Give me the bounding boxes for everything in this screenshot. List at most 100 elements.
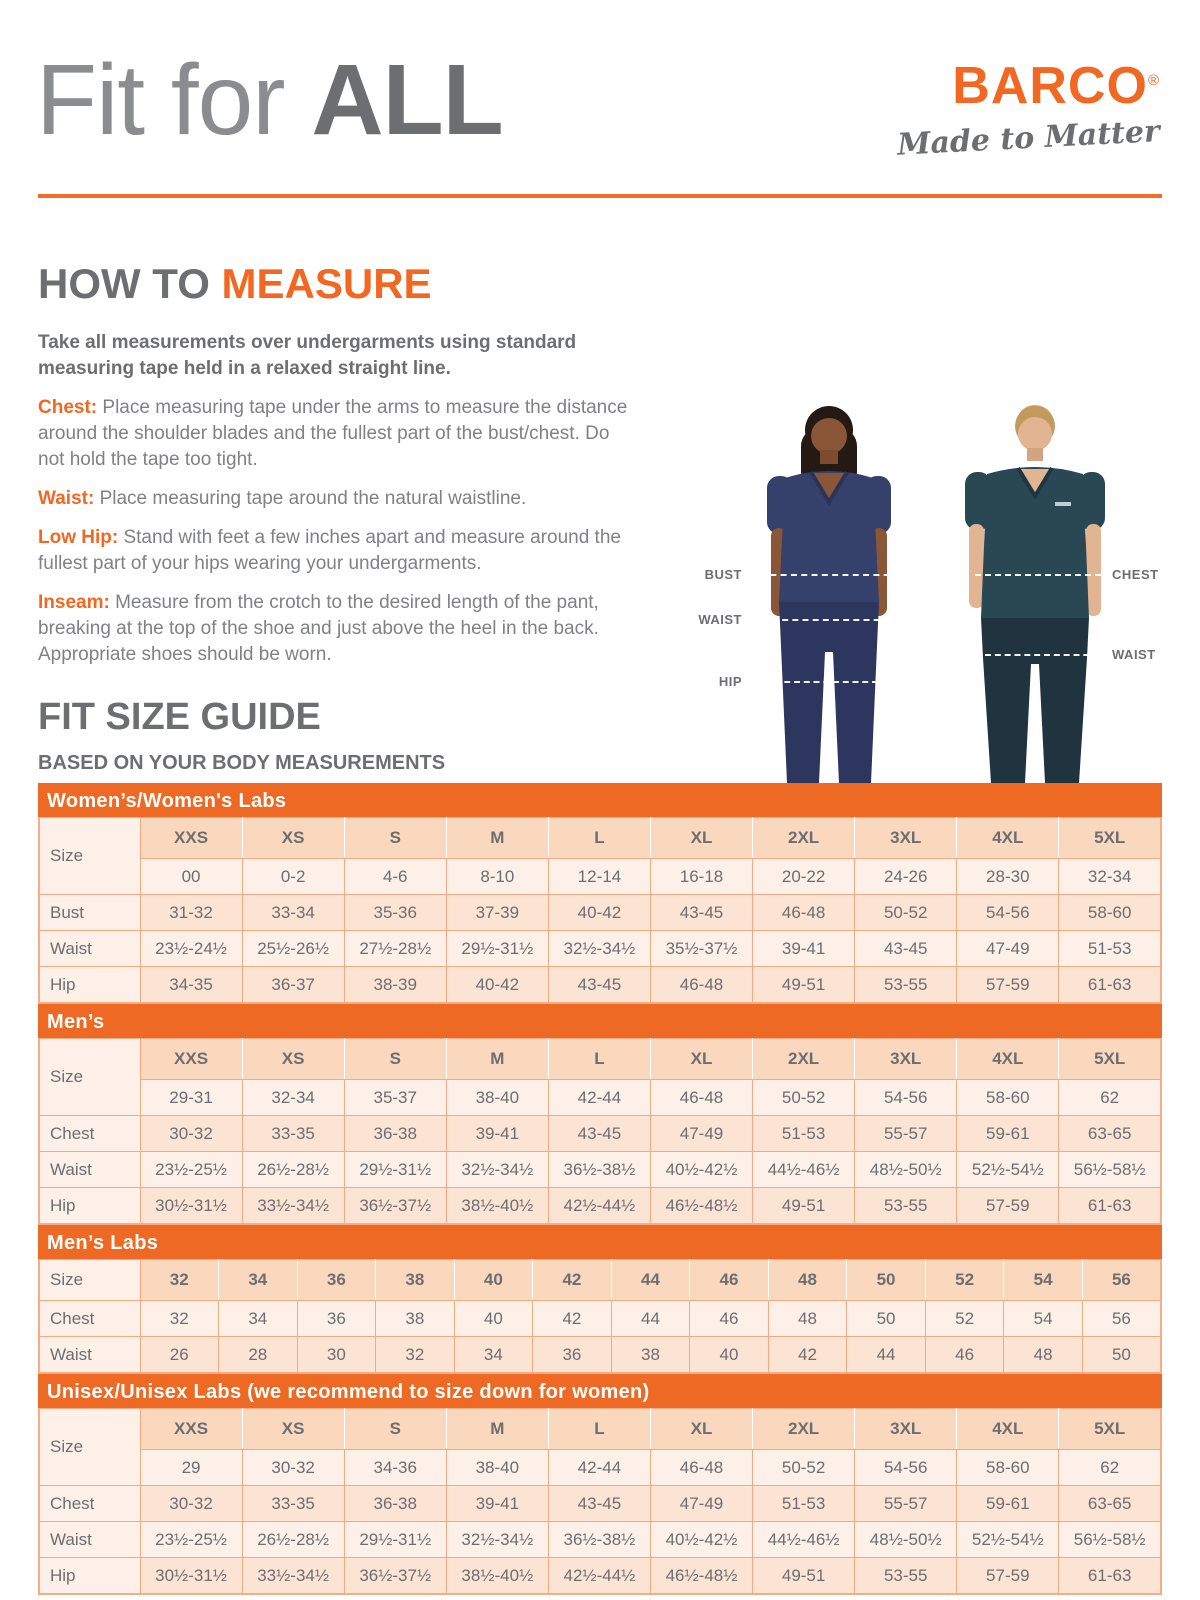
size-value-cell: 50-52 <box>854 894 958 931</box>
chest-measure-line <box>975 574 1101 576</box>
page-title-light: Fit for <box>36 44 312 156</box>
measure-row-label: Waist <box>38 930 141 967</box>
size-value-cell: 44½-46½ <box>752 1521 856 1558</box>
size-value-cell: 32-34 <box>1058 858 1162 895</box>
size-header-cell: 3XL <box>854 1038 958 1080</box>
size-value-cell: 42-44 <box>547 1449 651 1486</box>
size-value-cell: 44½-46½ <box>752 1151 856 1188</box>
size-value-cell: 36-38 <box>343 1115 447 1152</box>
size-header-cell: 46 <box>689 1259 769 1301</box>
size-value-cell: 56½-58½ <box>1058 1151 1162 1188</box>
size-value-cell: 26 <box>139 1336 220 1374</box>
table-section-unisex: Unisex/Unisex Labs (we recommend to size… <box>38 1374 1162 1595</box>
size-value-cell: 57-59 <box>956 1187 1060 1225</box>
size-value-cell: 44 <box>610 1300 691 1337</box>
size-value-cell: 27½-28½ <box>343 930 447 967</box>
waist-measure-line-man <box>985 654 1109 656</box>
table-unisex-grid: Size XXS XS S M L XL 2XL 3XL 4XL 5XL 29 30-32 34-36 38… <box>38 1408 1162 1595</box>
measure-row-label: Waist <box>38 1151 141 1188</box>
size-header-cell: 5XL <box>1058 817 1162 859</box>
size-value-cell: 36½-37½ <box>343 1187 447 1225</box>
size-header-cell: XL <box>649 817 754 859</box>
table-section-mens: Men’s Size XXS XS S M L XL 2XL 3XL 4XL 5XL 29-31 32-… <box>38 1004 1162 1225</box>
size-header-cell: 5XL <box>1058 1408 1162 1450</box>
waist-text: Place measuring tape around the natural … <box>94 488 527 509</box>
man-figure <box>965 405 1105 783</box>
size-header-cell: XXS <box>139 1408 243 1450</box>
size-header-cell: L <box>547 1038 651 1080</box>
size-value-cell: 52½-54½ <box>956 1151 1060 1188</box>
waist-line-label-right: WAIST <box>1112 647 1156 662</box>
size-value-cell: 51-53 <box>752 1485 856 1522</box>
size-header-cell: M <box>445 1408 549 1450</box>
size-value-cell: 55-57 <box>854 1485 958 1522</box>
size-value-cell: 54 <box>1003 1300 1083 1337</box>
table-band-womens: Women’s/Women's Labs <box>38 783 1162 817</box>
size-header-cell: 36 <box>296 1259 377 1301</box>
barco-logo-text: BARCO <box>952 57 1148 115</box>
size-value-cell: 32 <box>139 1300 220 1337</box>
brand-block: BARCO® Made to Matter <box>897 57 1161 163</box>
size-value-cell: 58-60 <box>1058 894 1162 931</box>
size-value-cell: 32½-34½ <box>445 1151 549 1188</box>
size-value-cell: 43-45 <box>854 930 958 967</box>
size-value-cell: 53-55 <box>854 966 958 1004</box>
size-value-cell: 57-59 <box>956 1557 1060 1595</box>
size-value-cell: 51-53 <box>1058 930 1162 967</box>
size-value-cell: 34 <box>453 1336 534 1374</box>
heading-measure: MEASURE <box>221 260 432 307</box>
table-band-mens-labs: Men’s Labs <box>38 1225 1162 1259</box>
size-value-cell: 34-36 <box>343 1449 447 1486</box>
size-value-cell: 39-41 <box>445 1485 549 1522</box>
size-row-label: Size <box>38 1259 141 1301</box>
page-title: Fit for ALL <box>36 50 504 150</box>
size-value-cell: 31-32 <box>139 894 243 931</box>
size-value-cell: 40½-42½ <box>649 1521 754 1558</box>
inseam-text: Measure from the crotch to the desired l… <box>38 592 599 665</box>
size-value-cell: 36½-38½ <box>547 1521 651 1558</box>
table-section-womens: Women’s/Women's Labs Size XXS XS S M L XL 2XL 3X… <box>38 783 1162 1004</box>
measure-row-label: Hip <box>38 966 141 1004</box>
size-value-cell: 00 <box>139 858 243 895</box>
size-header-cell: 2XL <box>752 817 856 859</box>
size-header-cell: L <box>547 1408 651 1450</box>
size-value-cell: 46½-48½ <box>649 1557 754 1595</box>
size-value-cell: 12-14 <box>547 858 651 895</box>
size-value-cell: 37-39 <box>445 894 549 931</box>
size-value-cell: 30½-31½ <box>139 1187 243 1225</box>
size-value-cell: 48 <box>1003 1336 1083 1374</box>
size-value-cell: 36 <box>532 1336 612 1374</box>
size-header-cell: M <box>445 817 549 859</box>
lowhip-label: Low Hip: <box>38 527 119 548</box>
size-value-cell: 48 <box>767 1300 848 1337</box>
size-header-cell: 4XL <box>956 817 1060 859</box>
size-value-cell: 50-52 <box>752 1079 856 1116</box>
size-value-cell: 46-48 <box>649 1449 754 1486</box>
header-divider <box>38 194 1162 198</box>
measure-item-inseam: Inseam: Measure from the crotch to the d… <box>38 590 630 668</box>
size-header-cell: L <box>547 817 651 859</box>
size-value-cell: 43-45 <box>547 1115 651 1152</box>
size-value-cell: 58-60 <box>956 1079 1060 1116</box>
size-value-cell: 26½-28½ <box>241 1151 345 1188</box>
size-value-cell: 55-57 <box>854 1115 958 1152</box>
size-value-cell: 51-53 <box>752 1115 856 1152</box>
registered-mark: ® <box>1147 72 1160 89</box>
size-value-cell: 48½-50½ <box>854 1151 958 1188</box>
size-value-cell: 52½-54½ <box>956 1521 1060 1558</box>
size-value-cell: 42½-44½ <box>547 1187 651 1225</box>
size-header-cell: 3XL <box>854 1408 958 1450</box>
size-value-cell: 43-45 <box>547 966 651 1004</box>
size-header-cell: 32 <box>139 1259 220 1301</box>
size-header-cell: 34 <box>218 1259 298 1301</box>
size-header-cell: 2XL <box>752 1408 856 1450</box>
measure-item-chest: Chest: Place measuring tape under the ar… <box>38 395 630 473</box>
size-value-cell: 49-51 <box>752 966 856 1004</box>
size-value-cell: 38½-40½ <box>445 1187 549 1225</box>
size-value-cell: 46-48 <box>649 1079 754 1116</box>
size-value-cell: 62 <box>1058 1449 1162 1486</box>
size-header-cell: 5XL <box>1058 1038 1162 1080</box>
size-value-cell: 46 <box>924 1336 1005 1374</box>
size-value-cell: 42-44 <box>547 1079 651 1116</box>
size-header-cell: 48 <box>767 1259 848 1301</box>
